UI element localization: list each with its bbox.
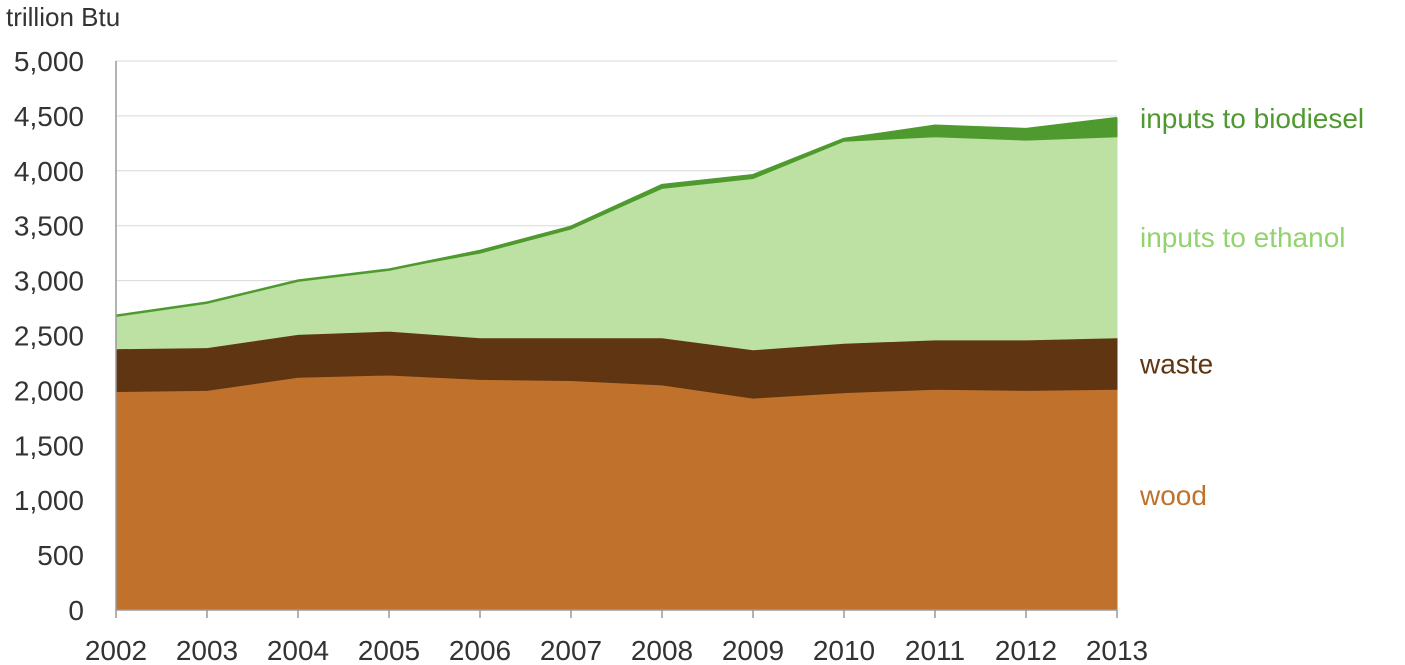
- series-label-waste: waste: [1139, 348, 1213, 379]
- x-tick-label: 2012: [995, 635, 1057, 665]
- x-tick-label: 2009: [722, 635, 784, 665]
- series-label-wood: wood: [1139, 480, 1207, 511]
- y-tick-label: 3,500: [14, 211, 84, 242]
- y-tick-label: 1,000: [14, 485, 84, 516]
- y-tick-label: 1,500: [14, 430, 84, 461]
- y-tick-label: 4,000: [14, 156, 84, 187]
- area-inputs-to-ethanol: [115, 136, 1118, 351]
- x-tick-label: 2002: [85, 635, 147, 665]
- series-label-inputs-to-biodiesel: inputs to biodiesel: [1140, 103, 1364, 134]
- y-axis-unit-label: trillion Btu: [6, 2, 120, 32]
- x-tick-label: 2005: [358, 635, 420, 665]
- y-tick-label: 2,000: [14, 375, 84, 406]
- stack-top-line: [115, 116, 1118, 317]
- y-tick-label: 0: [68, 595, 84, 626]
- x-tick-label: 2006: [449, 635, 511, 665]
- y-tick-label: 3,000: [14, 266, 84, 297]
- series-label-inputs-to-ethanol: inputs to ethanol: [1140, 222, 1346, 253]
- y-tick-label: 5,000: [14, 46, 84, 77]
- x-tick-label: 2004: [267, 635, 329, 665]
- y-tick-label: 2,500: [14, 321, 84, 352]
- x-tick-label: 2003: [176, 635, 238, 665]
- x-tick-label: 2007: [540, 635, 602, 665]
- area-series: [115, 116, 1118, 611]
- area-wood: [115, 374, 1118, 611]
- x-tick-label: 2011: [905, 635, 965, 665]
- y-tick-label: 4,500: [14, 101, 84, 132]
- x-tick-label: 2008: [631, 635, 693, 665]
- y-tick-label: 500: [37, 540, 84, 571]
- axes: 0 500 1,000 1,500 2,000 2,500 3,000 3,500 4,000 4…: [14, 46, 1148, 665]
- series-labels: wood waste inputs to ethanol inputs to biod…: [1139, 103, 1364, 511]
- x-tick-label: 2010: [813, 635, 875, 665]
- x-tick-label: 2013: [1086, 635, 1148, 665]
